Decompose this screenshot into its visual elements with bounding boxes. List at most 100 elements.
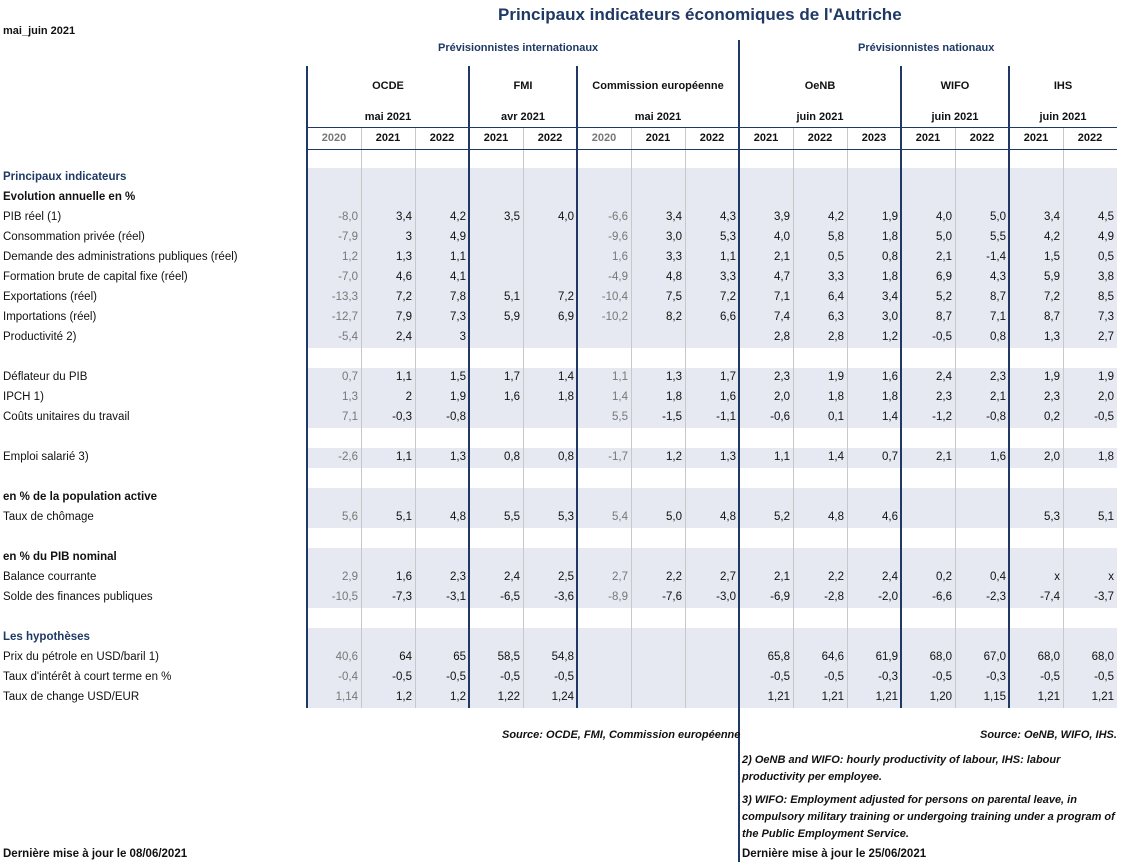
table-cell: -2,0 <box>878 591 898 603</box>
row-label: Exportations (réel) <box>3 291 97 303</box>
table-cell: -0,5 <box>392 671 412 683</box>
table-cell: -12,7 <box>331 311 358 323</box>
table-cell: 5,0 <box>936 231 952 243</box>
institution-date: juin 2021 <box>931 111 979 123</box>
table-cell: 0,2 <box>1044 411 1060 423</box>
institution-name: FMI <box>513 80 533 92</box>
table-cell: 1,2 <box>882 331 898 343</box>
table-cell: 3 <box>405 231 412 243</box>
table-cell: 1,3 <box>396 251 412 263</box>
column-separator <box>631 128 632 708</box>
table-cell: 2,7 <box>720 571 736 583</box>
year-header: 2021 <box>483 132 509 144</box>
table-cell: -8,9 <box>608 591 628 603</box>
table-cell: 4,8 <box>666 271 682 283</box>
group-divider <box>738 40 740 862</box>
table-cell: 2,1 <box>990 391 1006 403</box>
row-band <box>307 488 1117 508</box>
table-cell: -7,9 <box>338 231 358 243</box>
table-cell: 1,1 <box>396 371 412 383</box>
table-cell: 1,6 <box>396 571 412 583</box>
column-separator <box>1063 128 1064 708</box>
table-cell: 7,1 <box>990 311 1006 323</box>
year-header: 2021 <box>375 132 401 144</box>
table-cell: 5,2 <box>936 291 952 303</box>
footer-updated-left: Dernière mise à jour le 08/06/2021 <box>3 848 188 860</box>
table-cell: 0,1 <box>828 411 844 423</box>
table-cell: 5,1 <box>396 511 412 523</box>
table-cell: 5,0 <box>666 511 682 523</box>
table-cell: 3,3 <box>666 251 682 263</box>
note-2: 2) OeNB and WIFO: hourly productivity of… <box>742 754 1061 783</box>
table-cell: 7,3 <box>1098 311 1114 323</box>
table-cell: -6,6 <box>932 591 952 603</box>
table-cell: 6,3 <box>828 311 844 323</box>
table-cell: 2,8 <box>828 331 844 343</box>
table-cell: 2,9 <box>342 571 358 583</box>
row-band <box>307 288 1117 308</box>
row-label: Solde des finances publiques <box>3 591 153 603</box>
table-cell: 4,0 <box>936 211 952 223</box>
table-cell: -0,3 <box>878 671 898 683</box>
table-cell: -3,6 <box>554 591 574 603</box>
table-cell: -1,5 <box>662 411 682 423</box>
table-cell: -4,9 <box>608 271 628 283</box>
table-cell: 1,6 <box>612 251 628 263</box>
institution-name: OeNB <box>804 80 836 92</box>
table-cell: x <box>1108 571 1114 583</box>
source-national: Source: OeNB, WIFO, IHS. <box>980 729 1117 741</box>
table-cell: 3,0 <box>882 311 898 323</box>
table-cell: -3,7 <box>1094 591 1114 603</box>
header-rule <box>307 127 1117 128</box>
table-cell: 2,8 <box>774 331 790 343</box>
row-label: Formation brute de capital fixe (réel) <box>3 271 188 283</box>
table-cell: -0,5 <box>1094 671 1114 683</box>
table-cell: 2,3 <box>936 391 952 403</box>
row-label: Principaux indicateurs <box>3 171 127 183</box>
table-cell: 1,9 <box>882 211 898 223</box>
institution-name: OCDE <box>372 80 404 92</box>
row-label: en % de la population active <box>3 491 158 503</box>
table-cell: 0,2 <box>936 571 952 583</box>
row-band <box>307 408 1117 428</box>
table-cell: 5,2 <box>774 511 790 523</box>
table-cell: -3,0 <box>716 591 736 603</box>
table-cell: 1,8 <box>666 391 682 403</box>
row-label: IPCH 1) <box>3 391 44 403</box>
table-cell: 68,0 <box>1037 651 1060 663</box>
table-cell: -0,8 <box>986 411 1006 423</box>
table-cell: 2,3 <box>990 371 1006 383</box>
table-cell: 2,1 <box>774 571 790 583</box>
table-cell: -0,5 <box>1040 671 1060 683</box>
table-cell: 1,2 <box>396 691 412 703</box>
table-cell: 1,21 <box>821 691 844 703</box>
date-label: mai_juin 2021 <box>3 25 76 37</box>
table-cell: 5,9 <box>1044 271 1060 283</box>
row-label: Taux de chômage <box>3 511 94 523</box>
column-separator <box>847 128 848 708</box>
column-separator <box>361 128 362 708</box>
table-cell: 7,8 <box>450 291 466 303</box>
table-cell: 3 <box>459 331 466 343</box>
table-cell: 2,4 <box>504 571 520 583</box>
row-label: Productivité 2) <box>3 331 77 343</box>
table-cell: 2,4 <box>882 571 898 583</box>
table-cell: 64,6 <box>821 651 844 663</box>
table-cell: 1,8 <box>882 391 898 403</box>
table-cell: 2,3 <box>450 571 466 583</box>
column-separator <box>955 128 956 708</box>
table-cell: 1,24 <box>551 691 574 703</box>
row-label: Déflateur du PIB <box>3 371 88 383</box>
table-cell: -0,5 <box>770 671 790 683</box>
table-cell: 1,3 <box>450 451 466 463</box>
table-cell: 2 <box>405 391 412 403</box>
table-cell: 1,21 <box>875 691 898 703</box>
table-cell: -2,3 <box>986 591 1006 603</box>
row-label: Coûts unitaires du travail <box>3 411 130 423</box>
table-cell: 8,5 <box>1098 291 1114 303</box>
year-header: 2021 <box>645 132 671 144</box>
row-label: PIB réel (1) <box>3 211 62 223</box>
row-label: Taux de change USD/EUR <box>3 691 140 703</box>
table-cell: -10,5 <box>331 591 358 603</box>
row-band <box>307 628 1117 648</box>
